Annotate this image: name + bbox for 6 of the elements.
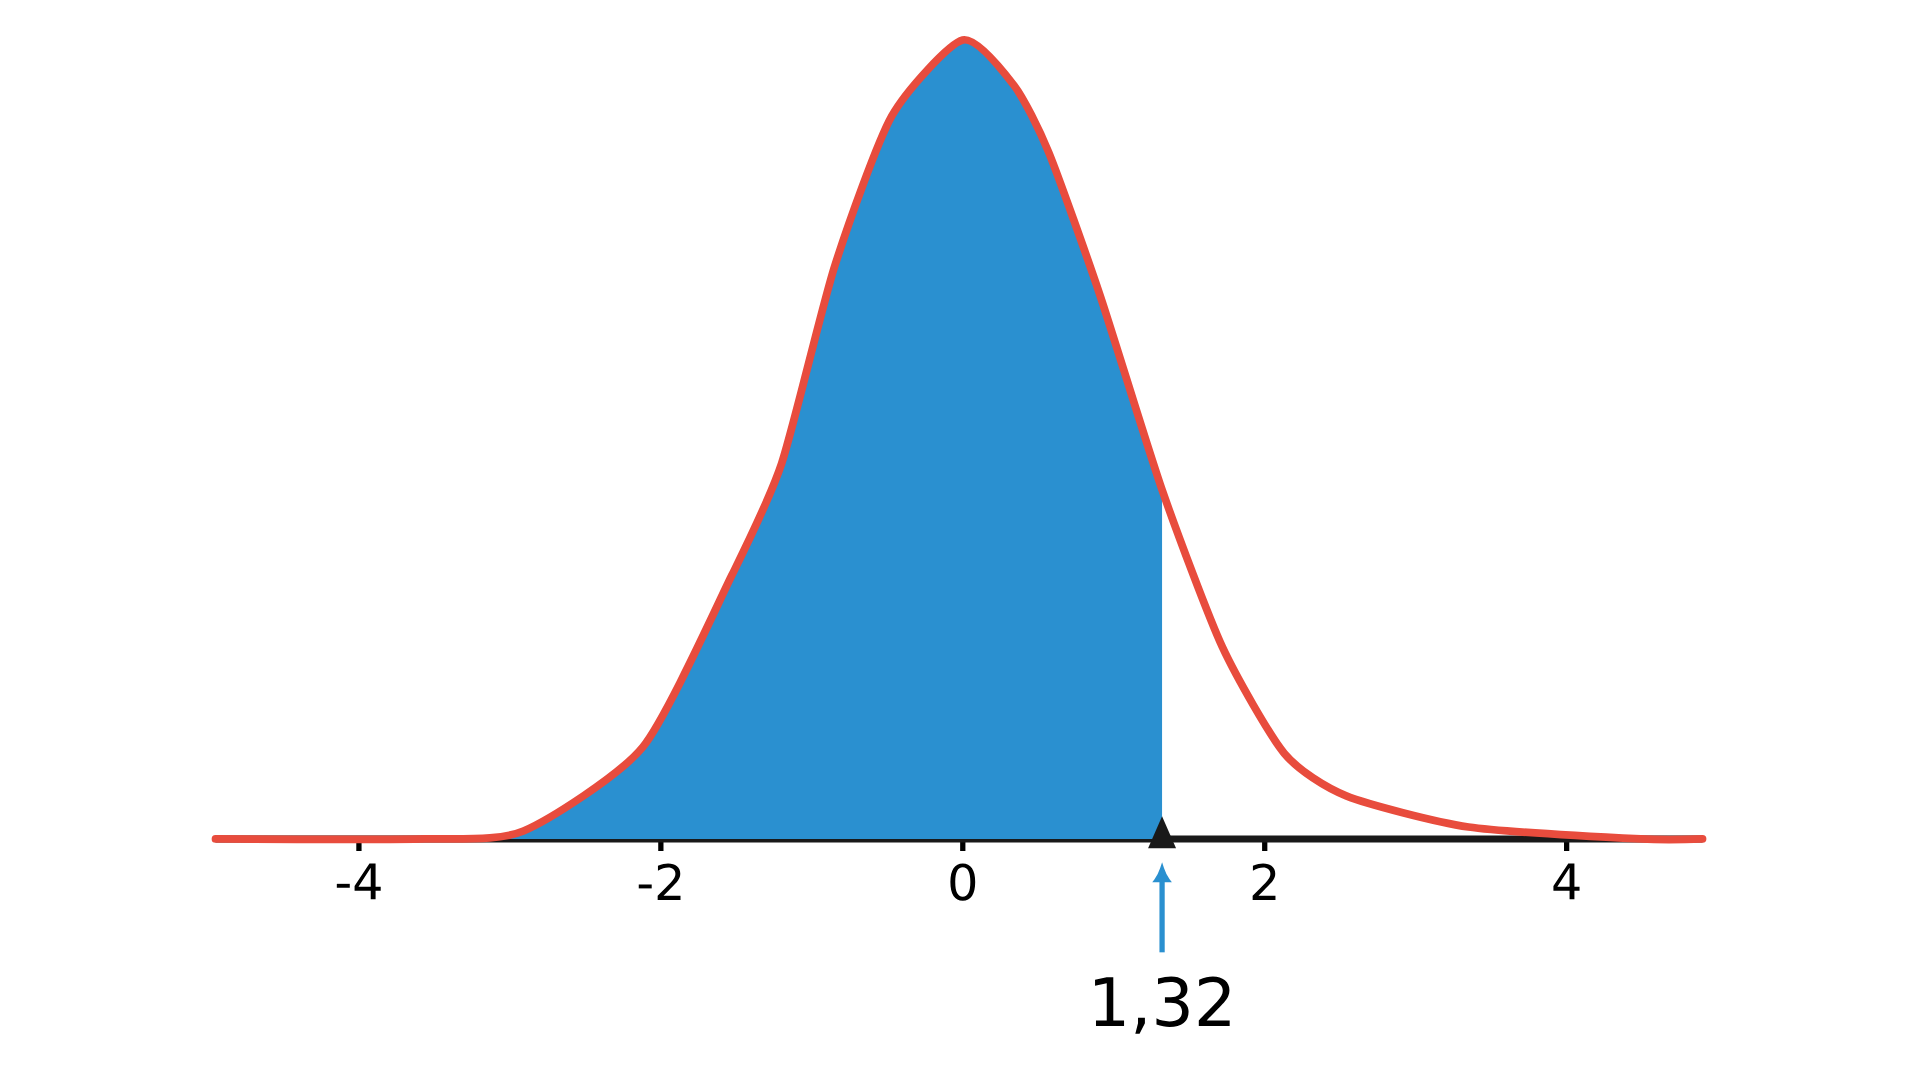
x-tick-label: -4 (336, 863, 381, 900)
x-tick-label: 4 (1553, 863, 1580, 900)
x-tick-label: 2 (1252, 863, 1276, 900)
x-tick-label: -2 (638, 863, 681, 900)
annotation: 1,32 (1095, 976, 1230, 1034)
x-tick-label: 0 (950, 863, 976, 901)
